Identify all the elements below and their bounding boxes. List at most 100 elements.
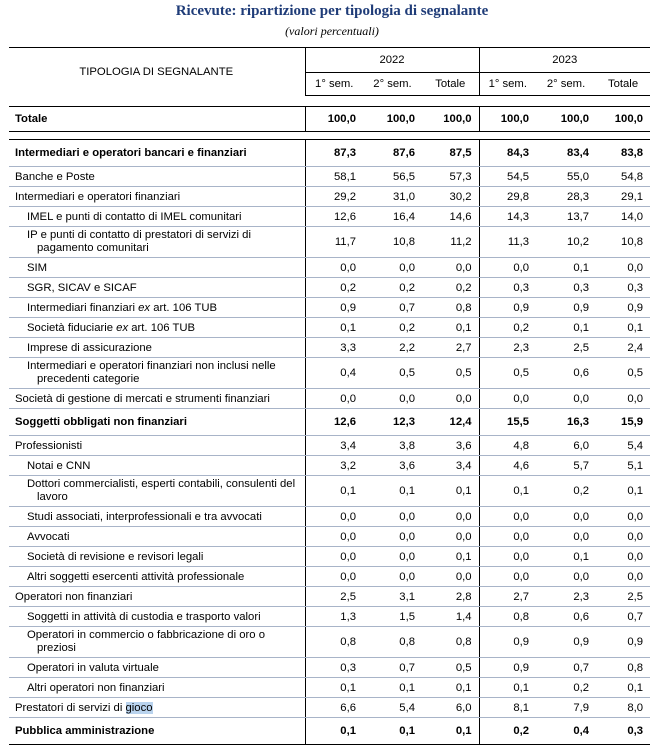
row-label: SIM [9,257,305,278]
value-cell: 0,0 [304,546,363,567]
table-row: Soggetti in attività di custodia e trasp… [9,606,651,627]
row-label-text: SGR, SICAV e SICAF [27,281,137,294]
value-cell: 0,3 [536,277,597,298]
value-cell: 0,8 [422,297,480,318]
value-cell: 0,0 [422,566,480,587]
table-row: Imprese di assicurazione 3,3 2,2 2,7 2,3 2,5 2… [9,337,651,358]
value-cell: 0,1 [363,475,422,507]
row-label: Società di gestione di mercati e strumen… [9,388,305,409]
row-label-text: Pubblica amministrazione [15,725,155,737]
value-cell: 57,3 [422,166,480,187]
row-label-text: Altri operatori non finanziari [27,681,165,694]
value-cell: 0,2 [536,677,597,698]
value-cell: 11,3 [478,226,537,258]
value-cell: 0,0 [304,257,363,278]
value-cell: 2,5 [596,586,651,607]
table-row: Intermediari e operatori finanziari non … [9,357,651,389]
value-cell: 14,0 [596,206,651,227]
value-cell: 84,3 [478,139,537,167]
row-label: Totale [9,106,305,132]
value-cell: 0,0 [596,388,651,409]
row-label: Notai e CNN [9,455,305,476]
row-label-text: Soggetti obbligati non finanziari [15,416,187,428]
value-cell: 16,3 [536,408,597,436]
header-period: 2° sem. [536,72,597,96]
value-cell: 0,0 [304,506,363,527]
spacer-row [9,96,650,107]
value-cell: 0,2 [478,317,537,338]
row-label-part: art. 106 TUB [150,301,218,314]
value-cell: 0,2 [536,475,597,507]
value-cell: 15,9 [596,408,651,436]
value-cell: 0,3 [304,657,363,678]
value-cell: 0,0 [422,506,480,527]
value-cell: 0,6 [536,357,597,389]
row-label-text: SIM [27,261,48,274]
value-cell: 0,1 [422,475,480,507]
value-cell: 15,5 [478,408,537,436]
value-cell: 0,5 [422,357,480,389]
row-label-part: ex [138,301,151,314]
value-cell: 58,1 [304,166,363,187]
table-row: Società di gestione di mercati e strumen… [9,388,651,409]
value-cell: 0,9 [478,657,537,678]
value-cell: 0,0 [422,526,480,547]
row-label-text: Prestatori di servizi di gioco [15,701,153,714]
value-cell: 54,8 [596,166,651,187]
row-label: IP e punti di contatto di prestatori di … [9,226,305,258]
value-cell: 10,8 [363,226,422,258]
row-label-text: Società di revisione e revisori legali [27,550,204,563]
value-cell: 0,8 [422,626,480,658]
value-cell: 28,3 [536,186,597,207]
table-row: SIM 0,0 0,0 0,0 0,0 0,1 0,0 [9,257,651,278]
value-cell: 0,0 [363,506,422,527]
value-cell: 0,5 [422,657,480,678]
value-cell: 0,0 [363,388,422,409]
header-year-2022: 2022 [304,47,480,73]
value-cell: 13,7 [536,206,597,227]
table-row: Altri operatori non finanziari 0,1 0,1 0,1 0… [9,677,651,698]
value-cell: 0,1 [536,257,597,278]
value-cell: 0,1 [363,717,422,745]
table-row: Altri soggetti esercenti attività profes… [9,566,651,587]
row-label-part: Intermediari finanziari [27,301,139,314]
value-cell: 0,0 [304,388,363,409]
row-label-text: Avvocati [27,530,70,543]
value-cell: 0,1 [596,475,651,507]
value-cell: 0,1 [363,677,422,698]
table-row: IP e punti di contatto di prestatori di … [9,226,651,258]
row-label-text: Società di gestione di mercati e strumen… [15,392,270,405]
table-row: Studi associati, interprofessionali e tr… [9,506,651,527]
value-cell: 1,4 [422,606,480,627]
value-cell: 2,7 [422,337,480,358]
value-cell: 0,1 [536,546,597,567]
value-cell: 10,8 [596,226,651,258]
table-row: SGR, SICAV e SICAF 0,2 0,2 0,2 0,3 0,3 0,3 [9,277,651,298]
value-cell: 0,5 [596,357,651,389]
value-cell: 1,3 [304,606,363,627]
value-cell: 2,4 [596,337,651,358]
row-label: Intermediari e operatori bancari e finan… [9,139,305,167]
header-year-2023: 2023 [478,47,651,73]
value-cell: 0,0 [478,566,537,587]
value-cell: 0,8 [596,657,651,678]
value-cell: 0,9 [596,297,651,318]
value-cell: 0,0 [363,546,422,567]
table-row: Professionisti 3,4 3,8 3,6 4,8 6,0 5,4 [9,435,651,456]
table-row: IMEL e punti di contatto di IMEL comunit… [9,206,651,227]
row-label: Intermediari e operatori finanziari [9,186,305,207]
value-cell: 0,0 [596,566,651,587]
row-label-part: ex [116,321,129,334]
row-label: Prestatori di servizi di gioco [9,697,305,718]
row-label: Altri soggetti esercenti attività profes… [9,566,305,587]
value-cell: 0,2 [363,277,422,298]
row-label: Pubblica amministrazione [9,717,305,745]
row-label-part: Società fiduciarie [27,321,117,334]
value-cell: 87,5 [422,139,480,167]
value-cell: 0,2 [363,317,422,338]
value-cell: 0,8 [304,626,363,658]
value-cell: 16,4 [363,206,422,227]
value-cell: 5,7 [536,455,597,476]
value-cell: 0,7 [596,606,651,627]
header-period: 1° sem. [304,72,363,96]
